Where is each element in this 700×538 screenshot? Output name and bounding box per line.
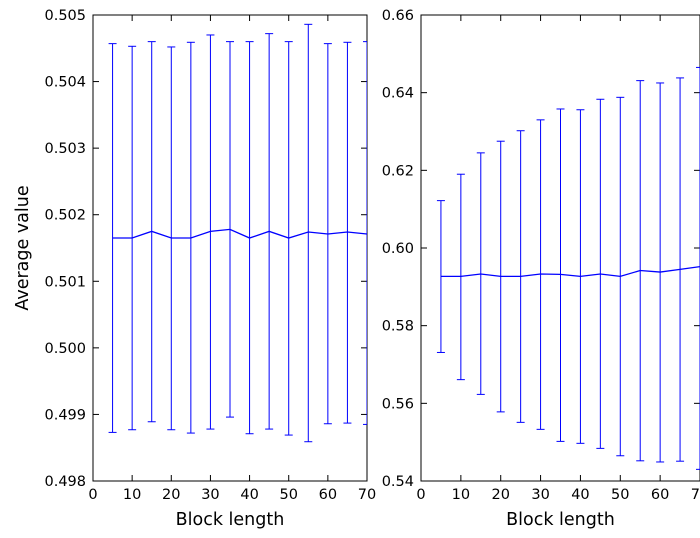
y-tick-label: 0.505	[44, 8, 86, 24]
y-tick-label: 0.60	[382, 241, 414, 257]
y-tick-label: 0.502	[44, 208, 86, 224]
y-tick-label: 0.504	[44, 75, 86, 91]
x-tick-label: 0	[88, 487, 97, 503]
x-tick-label: 0	[416, 487, 425, 503]
x-tick-label: 30	[201, 487, 219, 503]
chart-panel-left: 0 10 20 30 40 50 60 70 0.498 0.499 0.500 0.501 0.502…	[13, 8, 376, 530]
x-tick-label: 40	[571, 487, 589, 503]
x-tick-label: 10	[123, 487, 141, 503]
series-line	[440, 265, 700, 278]
x-tick-label: 60	[319, 487, 337, 503]
x-tick-label: 20	[491, 487, 509, 503]
chart-panel-right: 0 10 20 30 40 50 60 70 0.54 0.56 0.58 0.60 0.62 0.64 0…	[382, 8, 700, 530]
x-tick-label: 50	[279, 487, 297, 503]
y-tick-label: 0.499	[44, 407, 86, 423]
x-tick-label: 70	[691, 487, 700, 503]
x-tick-label: 60	[651, 487, 669, 503]
x-tick-label: 70	[358, 487, 376, 503]
y-tick-label: 0.498	[44, 474, 86, 490]
y-tick-label: 0.500	[44, 341, 86, 357]
series-line	[112, 228, 367, 239]
y-tick-label: 0.64	[382, 86, 414, 102]
y-tick-label: 0.503	[44, 141, 86, 157]
y-axis-label: Average value	[13, 185, 33, 310]
y-tick-label: 0.66	[382, 8, 414, 24]
series-group	[436, 66, 700, 470]
x-tick-label: 50	[611, 487, 629, 503]
x-tick-label: 20	[162, 487, 180, 503]
x-axis-label: Block length	[506, 510, 615, 530]
x-tick-label: 10	[452, 487, 470, 503]
y-tick-label: 0.501	[44, 274, 86, 290]
x-axis-label: Block length	[176, 510, 285, 530]
y-tick-label: 0.56	[382, 396, 414, 412]
y-tick-label: 0.58	[382, 319, 414, 335]
series-group	[108, 23, 367, 443]
x-tick-label: 30	[531, 487, 549, 503]
x-tick-label: 40	[240, 487, 258, 503]
y-tick-label: 0.54	[382, 474, 414, 490]
y-tick-label: 0.62	[382, 163, 414, 179]
